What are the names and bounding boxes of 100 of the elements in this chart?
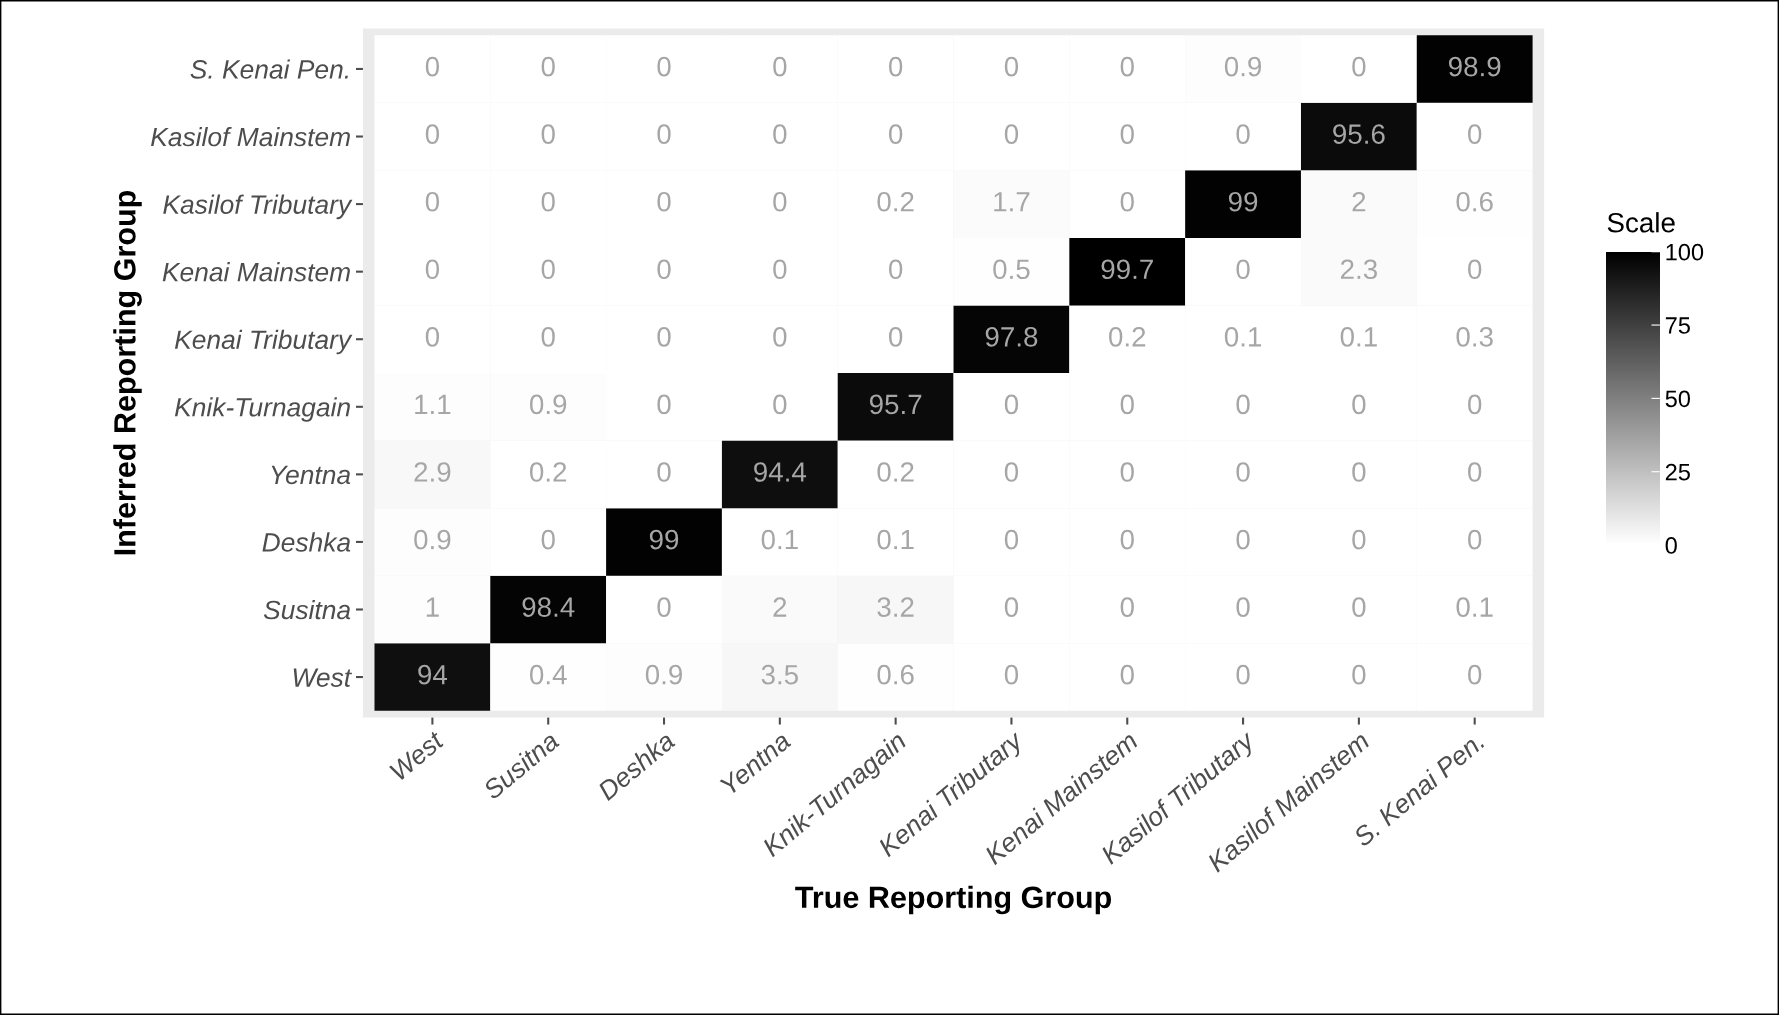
y-tick-label: Kasilof Mainstem: [151, 126, 350, 147]
data-label: 98.9: [1448, 56, 1501, 77]
data-label: 2.9: [414, 462, 451, 482]
data-label: 0: [1004, 394, 1019, 415]
data-label: 0.1: [761, 529, 798, 550]
data-label: 0: [657, 462, 671, 482]
data-label: 0: [1352, 664, 1366, 685]
data-label: 0: [425, 124, 440, 144]
data-label: 0: [889, 327, 903, 347]
data-label: 1.7: [994, 192, 1030, 212]
data-label: 0.9: [1224, 56, 1262, 77]
data-label: 0.9: [645, 664, 683, 685]
color-bar-label: 75: [1665, 317, 1690, 334]
data-label: 0.1: [877, 529, 914, 550]
y-tick-label: Kenai Mainstem: [162, 262, 350, 282]
data-label: 0.2: [529, 462, 567, 482]
color-bar-label: 25: [1665, 463, 1690, 481]
data-label: 0: [1120, 664, 1134, 685]
y-tick-label: Deshka: [262, 532, 351, 552]
data-label: 0: [1004, 529, 1019, 550]
data-label: 0: [773, 191, 787, 212]
data-label: 99: [649, 529, 679, 550]
data-label: 0: [1468, 124, 1482, 144]
data-label: 0: [1352, 462, 1366, 482]
data-label: 95.7: [869, 394, 922, 415]
data-label: 0.3: [1456, 327, 1493, 347]
data-label: 0: [657, 597, 671, 617]
data-label: 99.7: [1101, 259, 1153, 280]
data-label: 0: [1468, 664, 1482, 685]
data-label: 0: [1352, 529, 1366, 550]
data-label: 0: [425, 56, 440, 77]
y-tick-label: Yentna: [271, 465, 351, 485]
data-label: 0: [1468, 394, 1482, 415]
data-label: 0: [1236, 259, 1250, 280]
data-label: 0: [657, 124, 671, 144]
data-label: 0: [1120, 462, 1134, 482]
data-label: 0: [1236, 394, 1250, 415]
data-label: 1.1: [415, 394, 451, 414]
data-label: 0: [889, 124, 903, 144]
data-label: 0: [425, 191, 440, 212]
data-label: 0: [1120, 597, 1134, 617]
data-label: 0: [889, 259, 903, 280]
data-label: 2: [773, 597, 787, 617]
color-bar-label: 50: [1665, 390, 1691, 408]
data-label: 0.1: [1340, 327, 1377, 347]
data-label: 0: [541, 191, 555, 212]
y-tick-label: Kasilof Tributary: [163, 194, 353, 220]
data-label: 0: [773, 56, 787, 77]
data-label: 97.8: [985, 327, 1038, 347]
data-label: 0: [425, 327, 440, 347]
data-label: 95.6: [1333, 124, 1385, 144]
data-label: 0: [1004, 597, 1019, 617]
data-label: 2: [1352, 191, 1366, 212]
data-label: 0: [541, 259, 555, 280]
data-label: 0: [1004, 56, 1019, 77]
data-label: 0: [1120, 124, 1134, 144]
data-label: 0: [1004, 462, 1019, 482]
data-label: 0: [657, 394, 671, 415]
data-label: 0.9: [414, 529, 451, 550]
data-label: 0.4: [529, 664, 567, 685]
data-label: 0: [1004, 664, 1019, 685]
y-tick-label: S. Kenai Pen.: [190, 59, 348, 79]
data-label: 0: [1236, 462, 1250, 482]
y-tick-label: Susitna: [263, 599, 351, 620]
data-label: 0: [1120, 394, 1134, 415]
data-label: 0: [1352, 56, 1366, 77]
data-label: 2.3: [1340, 259, 1377, 280]
data-label: 0: [1120, 529, 1134, 550]
data-label: 0: [889, 56, 903, 77]
data-label: 0: [773, 327, 787, 347]
data-label: 0: [425, 259, 440, 280]
y-tick-label: Kenai Tributary: [174, 329, 353, 355]
y-tick-label: Knik-Turnagain: [174, 397, 350, 422]
data-label: 0: [657, 191, 671, 212]
data-label: 0: [657, 327, 671, 347]
color-bar-label: 100: [1666, 243, 1704, 261]
data-label: 0: [1236, 124, 1250, 144]
data-label: 0: [1468, 529, 1482, 550]
data-label: 0: [1236, 529, 1250, 550]
data-label: 0.1: [1456, 597, 1493, 617]
data-label: 0: [1468, 259, 1482, 280]
data-label: 0: [1120, 191, 1134, 212]
data-label: 94.4: [754, 462, 807, 482]
data-label: 0: [1468, 462, 1482, 482]
data-label: 0: [773, 394, 787, 415]
color-bar-label: 0: [1665, 537, 1677, 554]
data-label: 0: [541, 327, 555, 347]
data-label: 98.4: [522, 597, 575, 617]
data-label: 0.9: [529, 394, 567, 415]
data-label: 0: [541, 56, 555, 77]
data-label: 0: [657, 56, 671, 77]
data-label: 0.1: [1224, 327, 1262, 347]
data-label: 0: [1352, 597, 1366, 617]
y-axis-title: Inferred Reporting Group: [113, 190, 142, 555]
data-label: 0: [1236, 664, 1250, 685]
y-tick-label: West: [293, 668, 353, 687]
data-label: 1: [426, 597, 439, 617]
data-label: 0: [657, 259, 671, 280]
data-label: 0: [773, 259, 787, 280]
data-label: 0: [773, 124, 787, 144]
